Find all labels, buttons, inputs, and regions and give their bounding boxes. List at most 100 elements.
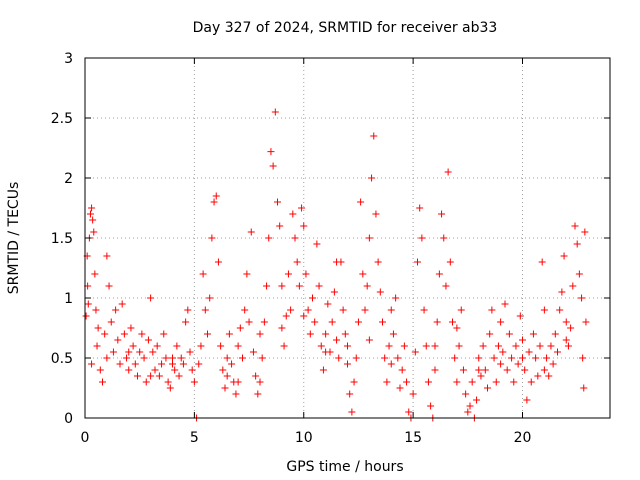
data-point: [138, 330, 146, 338]
data-point: [317, 342, 325, 350]
data-point: [306, 330, 314, 338]
data-point: [403, 378, 411, 386]
data-point: [112, 306, 120, 314]
data-point: [519, 354, 526, 362]
data-point: [94, 324, 102, 332]
data-points: [82, 108, 590, 422]
data-point: [427, 402, 435, 410]
data-point: [153, 342, 161, 350]
data-point: [241, 306, 249, 314]
data-point: [435, 270, 443, 278]
data-point: [280, 342, 288, 350]
data-point: [300, 312, 308, 320]
data-point: [162, 354, 170, 362]
data-point: [560, 252, 568, 260]
data-point: [99, 378, 106, 386]
data-point: [573, 240, 581, 248]
data-point: [300, 222, 308, 230]
data-point: [339, 306, 347, 314]
data-point: [551, 330, 559, 338]
data-point: [348, 408, 356, 416]
data-point: [175, 372, 183, 380]
data-point: [123, 354, 131, 362]
data-point: [234, 342, 242, 350]
data-point: [179, 360, 187, 368]
data-point: [497, 318, 505, 326]
data-point: [514, 360, 522, 368]
y-tick-label: 2.5: [51, 111, 73, 127]
data-point: [182, 318, 190, 326]
data-point: [335, 354, 343, 362]
data-point: [508, 354, 516, 362]
data-point: [567, 324, 575, 332]
data-point: [160, 330, 168, 338]
data-point: [322, 348, 330, 356]
data-point: [554, 348, 561, 356]
data-point: [249, 348, 257, 356]
data-point: [503, 366, 511, 374]
data-point: [295, 282, 303, 290]
data-point: [525, 348, 533, 356]
data-point: [453, 324, 461, 332]
data-point: [558, 288, 566, 296]
data-point: [258, 354, 266, 362]
data-point: [523, 396, 531, 404]
data-point: [352, 354, 360, 362]
data-point: [519, 336, 526, 344]
data-point: [579, 354, 587, 362]
data-point: [311, 318, 319, 326]
data-point: [512, 342, 520, 350]
data-point: [149, 348, 157, 356]
data-point: [120, 330, 128, 338]
data-point: [263, 282, 271, 290]
x-tick-label: 0: [81, 430, 90, 446]
data-point: [392, 294, 400, 302]
data-point: [93, 342, 101, 350]
data-point: [363, 282, 371, 290]
data-point: [256, 330, 264, 338]
data-point: [278, 282, 286, 290]
data-point: [173, 342, 181, 350]
data-point: [225, 330, 233, 338]
data-point: [492, 378, 500, 386]
data-point: [333, 336, 341, 344]
data-point: [365, 336, 373, 344]
data-point: [582, 318, 590, 326]
data-point: [359, 270, 367, 278]
data-point: [214, 258, 222, 266]
data-point: [315, 282, 323, 290]
data-point: [540, 306, 548, 314]
data-point: [442, 282, 450, 290]
data-point: [223, 372, 231, 380]
data-point: [195, 360, 203, 368]
data-point: [416, 204, 424, 212]
data-point: [212, 192, 220, 200]
data-point: [521, 366, 529, 374]
data-point: [578, 294, 586, 302]
data-point: [260, 318, 268, 326]
data-point: [118, 300, 126, 308]
data-point: [155, 372, 163, 380]
data-point: [267, 148, 275, 156]
data-point: [365, 234, 373, 242]
data-point: [109, 348, 117, 356]
data-point: [91, 270, 99, 278]
data-point: [344, 342, 351, 350]
data-point: [532, 354, 540, 362]
data-point: [219, 366, 227, 374]
data-point: [361, 306, 369, 314]
data-point: [151, 366, 159, 374]
data-point: [357, 198, 365, 206]
data-point: [282, 312, 290, 320]
data-point: [484, 384, 491, 392]
data-point: [571, 222, 579, 230]
data-point: [103, 252, 111, 260]
data-point: [431, 366, 439, 374]
data-point: [383, 378, 391, 386]
data-point: [540, 366, 548, 374]
data-point: [453, 378, 461, 386]
data-point: [381, 354, 389, 362]
data-point: [455, 342, 463, 350]
data-point: [184, 306, 192, 314]
data-point: [379, 318, 386, 326]
